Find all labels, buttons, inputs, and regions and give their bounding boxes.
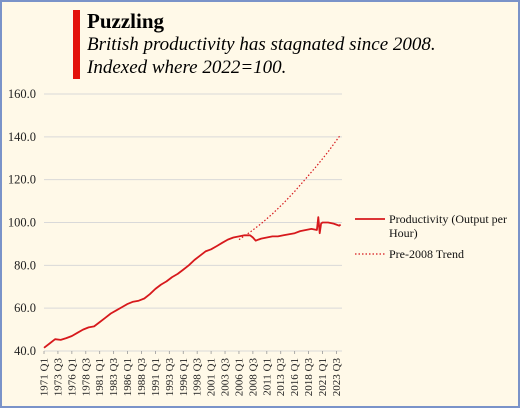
x-tick-label: 2018 Q3 <box>303 358 315 397</box>
x-tick-label: 1976 Q1 <box>66 358 78 396</box>
x-tick-label: 2008 Q3 <box>247 358 259 397</box>
title-block: Puzzling British productivity has stagna… <box>73 10 436 79</box>
x-tick-label: 2023 Q3 <box>331 358 343 397</box>
x-tick-label: 1993 Q3 <box>164 358 176 397</box>
legend-label: Productivity (Output per Hour) <box>389 212 507 240</box>
y-axis-ticks: 40.0 60.0 80.0 100.0 120.0 140.0 160.0 <box>8 87 36 358</box>
y-tick-label: 80.0 <box>14 258 36 272</box>
series-line-trend <box>238 134 342 241</box>
y-tick-label: 160.0 <box>8 87 36 101</box>
x-tick-label: 2011 Q1 <box>261 358 273 396</box>
x-tick-label: 1996 Q1 <box>178 358 190 396</box>
x-tick-label: 1998 Q3 <box>192 358 204 397</box>
x-tick-label: 1971 Q1 <box>39 358 51 396</box>
y-tick-label: 140.0 <box>8 130 36 144</box>
chart-subtitle-line-1: British productivity has stagnated since… <box>87 34 436 55</box>
x-tick-label: 2006 Q1 <box>233 358 245 396</box>
series-lines <box>43 134 342 349</box>
x-tick-label: 2001 Q1 <box>206 358 218 396</box>
x-tick-label: 2021 Q1 <box>317 358 329 396</box>
y-tick-label: 60.0 <box>14 301 36 315</box>
x-tick-label: 2013 Q3 <box>275 358 287 397</box>
x-tick-label: 1983 Q3 <box>108 358 120 397</box>
x-tick-label: 1986 Q1 <box>122 358 134 396</box>
y-tick-label: 120.0 <box>8 173 36 187</box>
x-tick-label: 2003 Q3 <box>220 358 232 397</box>
x-tick-label: 1988 Q3 <box>136 358 148 397</box>
y-tick-label: 100.0 <box>8 216 36 230</box>
chart-subtitle-line-2: Indexed where 2022=100. <box>87 57 287 78</box>
x-tick-label: 1991 Q1 <box>150 358 162 396</box>
grid-lines <box>44 93 342 352</box>
x-tick-label: 2016 Q1 <box>289 358 301 396</box>
y-tick-label: 40.0 <box>14 344 36 358</box>
legend-label: Pre-2008 Trend <box>389 247 464 261</box>
x-tick-label: 1973 Q3 <box>52 358 64 397</box>
x-tick-label: 1981 Q1 <box>94 358 106 396</box>
legend: Productivity (Output per Hour) Pre-2008 Tr… <box>355 212 507 261</box>
x-axis-ticks: 1971 Q1 1973 Q3 1976 Q1 1978 Q3 1981 Q1 1983 … <box>39 351 343 396</box>
x-tick-label: 1978 Q3 <box>80 358 92 397</box>
series-line-productivity <box>43 216 342 349</box>
chart-title: Puzzling <box>87 9 164 33</box>
